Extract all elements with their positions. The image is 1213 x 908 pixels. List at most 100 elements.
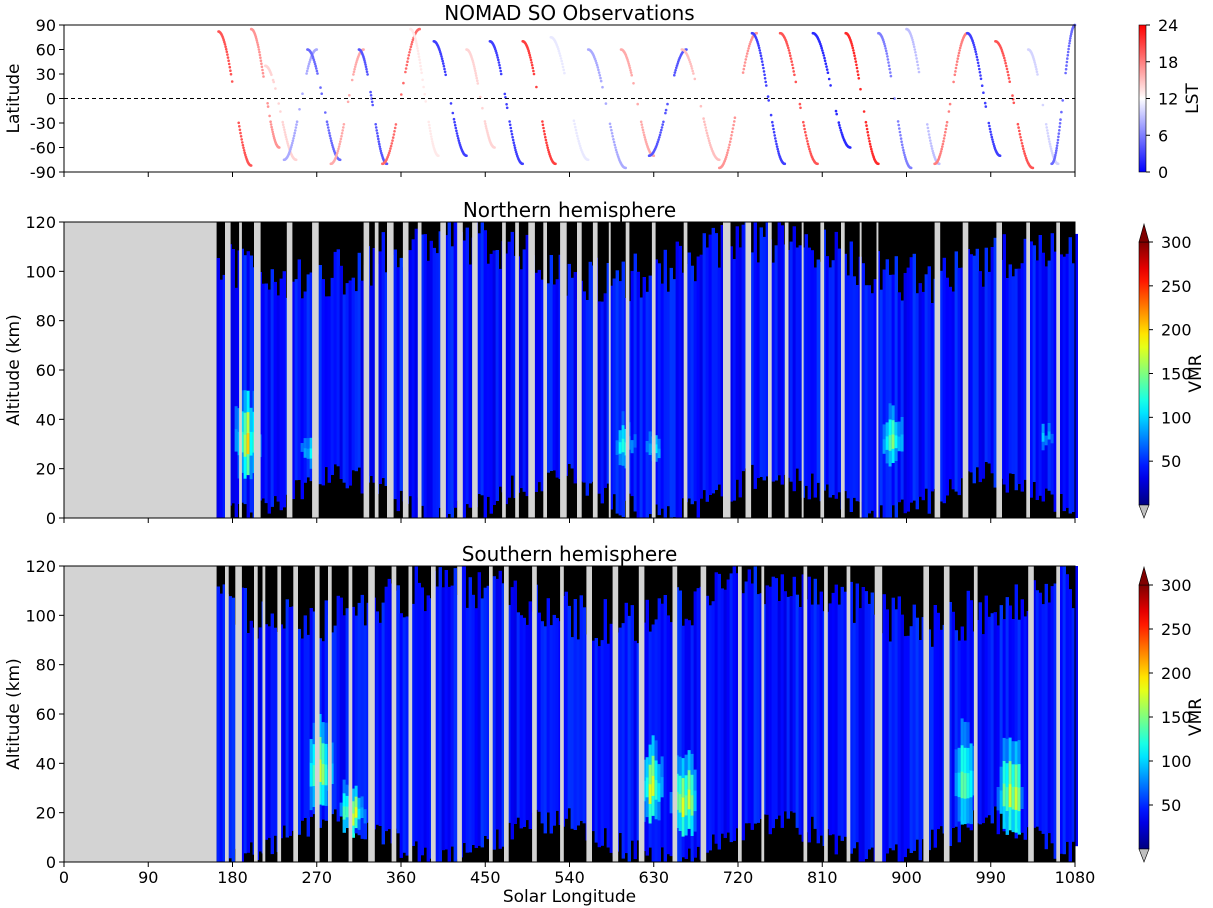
data-gap xyxy=(348,566,353,862)
vmr-cell xyxy=(594,638,598,843)
observation-point xyxy=(786,44,789,47)
vmr-cell xyxy=(900,434,904,452)
observation-point xyxy=(764,80,767,84)
vmr-cell xyxy=(222,584,226,862)
data-gap xyxy=(586,566,592,862)
observation-point xyxy=(604,102,608,105)
vmr-cell xyxy=(882,424,886,440)
vmr-cell xyxy=(444,235,448,518)
observation-point xyxy=(705,129,708,132)
observation-point xyxy=(707,139,711,142)
observation-point xyxy=(408,51,411,54)
vmr-cell xyxy=(903,273,907,514)
colorbar-tick-label: 12 xyxy=(1158,90,1178,109)
vmr-cell xyxy=(264,283,268,504)
observation-point xyxy=(377,140,381,143)
observation-point xyxy=(792,70,795,73)
vmr-cell xyxy=(1047,431,1051,440)
colorbar-extend-min xyxy=(1138,504,1150,519)
vmr-cell xyxy=(657,263,661,516)
observation-point xyxy=(476,82,480,85)
observation-point xyxy=(411,38,415,42)
observation-point xyxy=(364,63,367,66)
vmr-cell xyxy=(852,276,856,498)
vmr-cell xyxy=(1011,276,1015,474)
observation-point xyxy=(392,133,396,136)
observation-point xyxy=(407,54,411,57)
vmr-cell xyxy=(996,625,1000,835)
observation-point xyxy=(931,149,934,153)
data-gap xyxy=(943,566,950,862)
observation-point xyxy=(746,49,750,53)
observation-point xyxy=(953,73,957,77)
vmr-cell xyxy=(891,419,895,435)
vmr-cell xyxy=(354,785,358,797)
vmr-cell xyxy=(426,595,430,862)
vmr-cell xyxy=(288,607,292,836)
vmr-cell xyxy=(900,417,904,435)
observation-point xyxy=(336,151,339,155)
vmr-cell xyxy=(888,450,892,467)
observation-point xyxy=(901,146,905,149)
observation-point xyxy=(511,135,514,139)
observation-point xyxy=(1036,73,1039,76)
data-gap xyxy=(638,566,645,862)
observation-point xyxy=(1012,101,1016,105)
x-tick-label: 270 xyxy=(301,868,332,887)
observation-point xyxy=(612,140,616,144)
observation-point xyxy=(223,40,226,44)
vmr-cell xyxy=(423,611,427,848)
vmr-cell xyxy=(804,234,808,486)
y-tick-label: 20 xyxy=(36,460,56,479)
observation-point xyxy=(377,137,380,141)
vmr-cell xyxy=(927,629,931,851)
vmr-cell xyxy=(312,722,316,745)
observation-point xyxy=(1067,47,1070,51)
vmr-cell xyxy=(828,267,832,498)
observation-point xyxy=(495,51,498,55)
vmr-cell xyxy=(837,248,841,493)
observation-point xyxy=(877,162,880,166)
observation-point xyxy=(865,127,869,131)
observation-point xyxy=(643,136,647,139)
observation-point xyxy=(958,49,961,52)
vmr-cell xyxy=(1065,253,1069,508)
observation-point xyxy=(257,48,261,51)
observation-point xyxy=(900,143,904,146)
observation-point xyxy=(576,134,579,138)
observation-point xyxy=(826,71,830,74)
vmr-cell xyxy=(504,253,508,505)
vmr-cell xyxy=(468,264,472,508)
observation-point xyxy=(939,152,942,155)
observation-point xyxy=(972,43,976,47)
vmr-cell xyxy=(852,622,856,849)
observation-point xyxy=(977,64,980,68)
observation-point xyxy=(430,135,433,138)
observation-point xyxy=(499,69,503,73)
observation-point xyxy=(816,162,819,166)
vmr-cell xyxy=(765,222,769,477)
vmr-cell xyxy=(477,572,481,846)
vmr-cell xyxy=(399,613,403,858)
observation-point xyxy=(249,164,253,167)
vmr-cell xyxy=(564,591,568,819)
vmr-cell xyxy=(687,252,691,499)
vmr-cell xyxy=(885,609,889,854)
vmr-cell xyxy=(891,274,895,506)
observation-point xyxy=(898,130,902,134)
observation-point xyxy=(899,134,902,137)
vmr-cell xyxy=(348,280,352,486)
vmr-cell xyxy=(684,754,688,776)
observation-point xyxy=(1054,153,1057,157)
vmr-cell xyxy=(849,241,853,512)
vmr-cell xyxy=(360,280,364,494)
observation-point xyxy=(410,40,414,44)
observation-point xyxy=(1000,50,1004,53)
observation-point xyxy=(353,65,357,69)
vmr-cell xyxy=(351,277,355,471)
observation-point xyxy=(628,66,632,70)
vmr-cell xyxy=(324,296,328,468)
vmr-cell xyxy=(378,251,382,484)
observation-point xyxy=(887,61,890,64)
vmr-cell xyxy=(957,267,961,496)
